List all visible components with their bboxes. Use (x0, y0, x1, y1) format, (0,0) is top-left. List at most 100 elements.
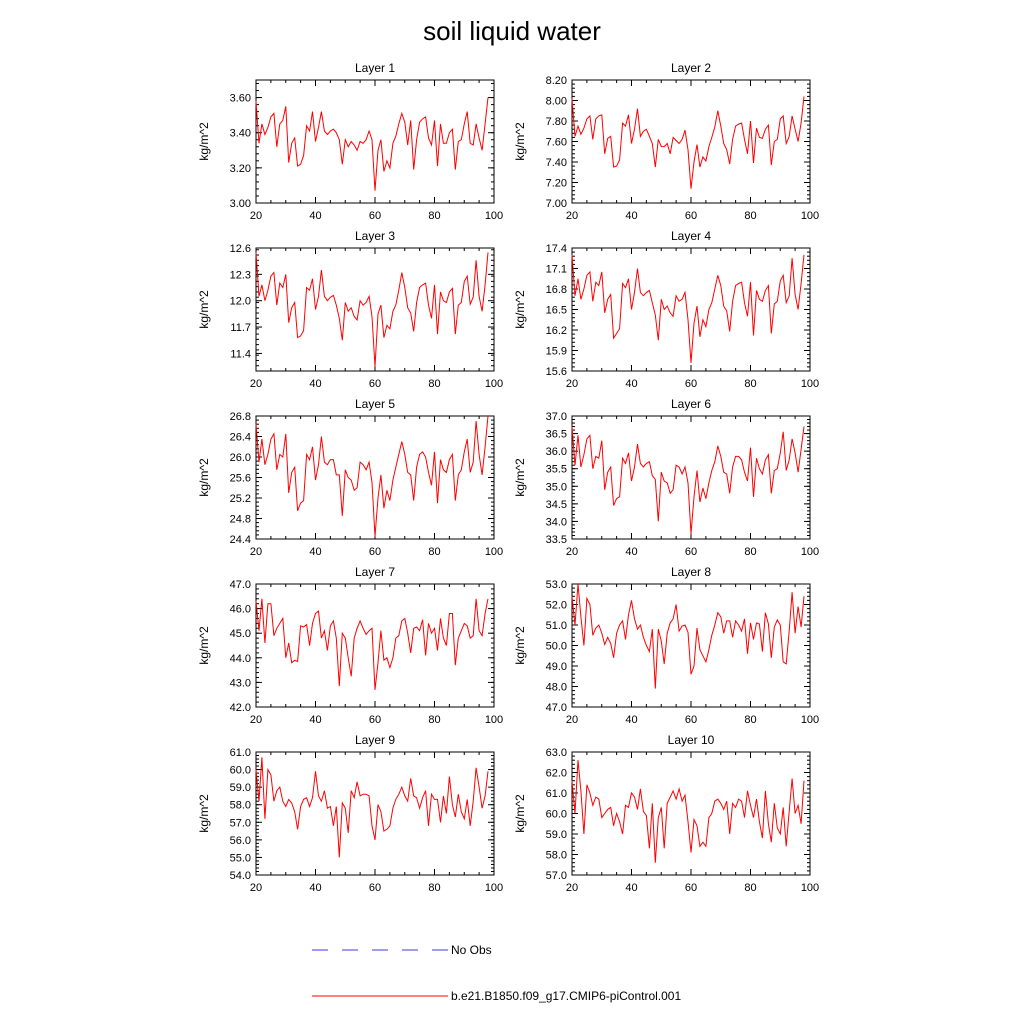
legend-no-obs-label: No Obs (451, 943, 492, 957)
panel-4-ytick-label: 17.4 (546, 243, 567, 255)
panel-4-ylabel: kg/m^2 (513, 290, 527, 329)
panel-6-ytick-label: 36.0 (546, 446, 567, 458)
panel-6-ylabel: kg/m^2 (513, 458, 527, 497)
panel-4-xtick-label: 100 (801, 378, 819, 390)
panel-7-xtick-label: 60 (369, 714, 381, 726)
panel-8-xtick-label: 80 (744, 714, 756, 726)
panel-2-ytick-label: 8.20 (546, 75, 567, 87)
panel-6-ytick-label: 34.0 (546, 516, 567, 528)
panel-7-xtick-label: 20 (250, 714, 262, 726)
panel-2-ytick-label: 7.80 (546, 116, 567, 128)
panel-5-xtick-label: 100 (485, 546, 503, 558)
legend: No Obs b.e21.B1850.f09_g17.CMIP6-piContr… (312, 943, 681, 1003)
panel-8-title: Layer 8 (671, 565, 711, 579)
panel-2-xtick-label: 100 (801, 210, 819, 222)
panel-6-xtick-label: 40 (625, 546, 637, 558)
panel-7-ytick-label: 47.0 (230, 579, 251, 591)
panel-1-xtick-label: 40 (309, 210, 321, 222)
panel-10-ytick-label: 59.0 (546, 829, 567, 841)
panel-9-title: Layer 9 (355, 733, 395, 747)
panel-9-xtick-label: 100 (485, 882, 503, 894)
legend-model-label: b.e21.B1850.f09_g17.CMIP6-piControl.001 (451, 989, 681, 1003)
panel-3-xtick-label: 40 (309, 378, 321, 390)
panel-7: Layer 7 kg/m^2 20 40 60 80 100 42.0 43.0 44.0 45.0… (197, 565, 503, 726)
panel-10-xtick-label: 80 (744, 882, 756, 894)
panel-4-ytick-label: 16.2 (546, 325, 567, 337)
panel-4-xtick-label: 20 (566, 378, 578, 390)
panel-4-ytick-label: 17.1 (546, 264, 567, 276)
panel-7-title: Layer 7 (355, 565, 395, 579)
panel-5-ytick-label: 26.4 (230, 432, 251, 444)
panel-5-xtick-label: 20 (250, 546, 262, 558)
panel-1-ytick-label: 3.40 (230, 128, 251, 140)
panel-4-ytick-label: 15.6 (546, 366, 567, 378)
panel-3-ytick-label: 12.3 (230, 269, 251, 281)
panel-3-xtick-label: 80 (428, 378, 440, 390)
panel-1-xtick-label: 100 (485, 210, 503, 222)
panel-8-ytick-label: 47.0 (546, 702, 567, 714)
panel-6-ytick-label: 35.0 (546, 481, 567, 493)
panel-8-series-line (571, 583, 805, 689)
panel-6-xtick-label: 60 (685, 546, 697, 558)
panel-8-ytick-label: 52.0 (546, 600, 567, 612)
panel-9-ytick-label: 59.0 (230, 782, 251, 794)
panel-5-xtick-label: 40 (309, 546, 321, 558)
panel-5-ytick-label: 25.6 (230, 473, 251, 485)
panel-7-ytick-label: 44.0 (230, 653, 251, 665)
panels-grid: Layer 1 kg/m^2 20 40 60 80 100 3.00 3.20 3.40 3.60… (197, 61, 819, 894)
panel-2-xtick-label: 60 (685, 210, 697, 222)
panel-4-ytick-label: 15.9 (546, 346, 567, 358)
figure-title: soil liquid water (423, 16, 601, 46)
panel-2-xtick-label: 40 (625, 210, 637, 222)
panel-7-ytick-label: 42.0 (230, 702, 251, 714)
panel-9-ytick-label: 60.0 (230, 765, 251, 777)
panel-10-ytick-label: 58.0 (546, 850, 567, 862)
panel-7-ylabel: kg/m^2 (197, 626, 211, 665)
panel-7-xtick-label: 80 (428, 714, 440, 726)
panel-3-title: Layer 3 (355, 229, 395, 243)
panel-8-ytick-label: 48.0 (546, 682, 567, 694)
panel-6-ytick-label: 34.5 (546, 499, 567, 511)
panel-10-ytick-label: 62.0 (546, 768, 567, 780)
panel-10-ylabel: kg/m^2 (513, 794, 527, 833)
panel-7-ytick-label: 43.0 (230, 677, 251, 689)
panel-3-ytick-label: 12.0 (230, 296, 251, 308)
panel-1-ylabel: kg/m^2 (197, 122, 211, 161)
panel-4-ytick-label: 16.5 (546, 305, 567, 317)
panel-5-ytick-label: 24.4 (230, 534, 251, 546)
panel-6-xtick-label: 20 (566, 546, 578, 558)
panel-1: Layer 1 kg/m^2 20 40 60 80 100 3.00 3.20 3.40 3.60 (197, 61, 503, 222)
panel-2-ytick-label: 7.40 (546, 157, 567, 169)
panel-6: Layer 6 kg/m^2 20 40 60 80 100 33.5 34.0 34.5 35.0… (513, 397, 819, 558)
panel-3-xtick-label: 100 (485, 378, 503, 390)
panel-3-xtick-label: 60 (369, 378, 381, 390)
panel-9-ytick-label: 56.0 (230, 835, 251, 847)
panel-2-title: Layer 2 (671, 61, 711, 75)
panel-10-xtick-label: 40 (625, 882, 637, 894)
panel-3-ytick-label: 11.4 (230, 348, 251, 360)
panel-2-ytick-label: 7.60 (546, 137, 567, 149)
panel-5-ytick-label: 26.0 (230, 452, 251, 464)
panel-5: Layer 5 kg/m^2 20 40 60 80 100 24.4 24.8 25.2 25.6… (197, 397, 503, 558)
panel-10-ytick-label: 60.0 (546, 809, 567, 821)
panel-10-frame (571, 751, 811, 876)
panel-4: Layer 4 kg/m^2 20 40 60 80 100 15.6 15.9 16.2 16.5… (513, 229, 819, 390)
panel-2: Layer 2 kg/m^2 20 40 60 80 100 7.00 7.20 7.40 7.60… (513, 61, 819, 222)
panel-2-xtick-label: 80 (744, 210, 756, 222)
panel-5-ytick-label: 24.8 (230, 514, 251, 526)
panel-6-title: Layer 6 (671, 397, 711, 411)
panel-6-frame (571, 415, 811, 540)
panel-9-xtick-label: 40 (309, 882, 321, 894)
panel-5-xtick-label: 60 (369, 546, 381, 558)
panel-2-series-line (571, 96, 805, 189)
panel-10-xtick-label: 60 (685, 882, 697, 894)
panel-4-ytick-label: 16.8 (546, 284, 567, 296)
panel-8-frame (571, 583, 811, 708)
panel-2-ylabel: kg/m^2 (513, 122, 527, 161)
panel-10-ytick-label: 63.0 (546, 747, 567, 759)
panel-5-series-line (255, 415, 489, 537)
panel-5-ylabel: kg/m^2 (197, 458, 211, 497)
panel-3-series-line (255, 252, 489, 367)
panel-10-xtick-label: 20 (566, 882, 578, 894)
